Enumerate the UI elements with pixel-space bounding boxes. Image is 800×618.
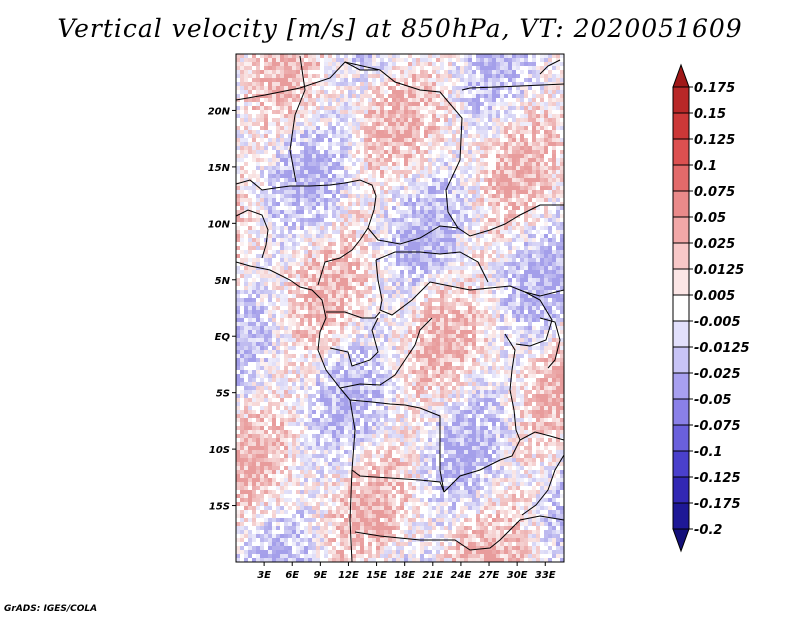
colorbar-bin bbox=[672, 86, 690, 114]
lon-tick-label: 3E bbox=[257, 570, 271, 581]
colorbar-label: 0.05 bbox=[694, 211, 726, 226]
colorbar-bin bbox=[672, 424, 690, 452]
colorbar-label: 0.075 bbox=[694, 185, 735, 200]
lon-tick-label: 27E bbox=[479, 570, 500, 581]
lon-tick-label: 33E bbox=[535, 570, 556, 581]
colorbar-bin bbox=[672, 398, 690, 426]
velocity-field bbox=[236, 54, 564, 562]
colorbar-bin bbox=[672, 216, 690, 244]
longitude-ticks: 3E 6E 9E 12E 15E 18E 21E 24E 27E 30E 33E bbox=[257, 562, 556, 581]
lat-tick-label: EQ bbox=[215, 332, 231, 343]
colorbar-bin bbox=[672, 190, 690, 218]
lat-tick-label: 5N bbox=[215, 276, 231, 287]
colorbar-label: 0.15 bbox=[694, 107, 726, 122]
colorbar-label: -0.05 bbox=[694, 393, 731, 408]
lon-tick-label: 9E bbox=[313, 570, 327, 581]
colorbar-label: 0.175 bbox=[694, 81, 735, 96]
colorbar-bin bbox=[672, 502, 690, 530]
colorbar-bin bbox=[672, 138, 690, 166]
colorbar-bin bbox=[672, 476, 690, 504]
lat-tick-label: 20N bbox=[208, 106, 231, 117]
colorbar-bin bbox=[672, 320, 690, 348]
colorbar-label: -0.1 bbox=[694, 445, 722, 460]
colorbar-bin bbox=[672, 372, 690, 400]
colorbar-bin bbox=[672, 346, 690, 374]
lon-tick-label: 15E bbox=[366, 570, 387, 581]
lon-tick-label: 12E bbox=[338, 570, 359, 581]
lon-tick-label: 30E bbox=[507, 570, 528, 581]
colorbar-bin bbox=[672, 63, 690, 88]
colorbar-label: 0.025 bbox=[694, 237, 735, 252]
colorbar-bin bbox=[672, 164, 690, 192]
colorbar-label: -0.075 bbox=[694, 419, 741, 434]
lon-tick-label: 18E bbox=[394, 570, 415, 581]
colorbar-label: 0.0125 bbox=[694, 263, 744, 278]
colorbar-label: 0.005 bbox=[694, 289, 735, 304]
colorbar-label: -0.2 bbox=[694, 523, 722, 538]
map-frame bbox=[235, 53, 565, 563]
lon-tick-label: 21E bbox=[422, 570, 443, 581]
colorbar-bin bbox=[672, 528, 690, 553]
lat-tick-label: 10S bbox=[209, 445, 230, 456]
colorbar-bin bbox=[672, 112, 690, 140]
colorbar-label: -0.005 bbox=[694, 315, 741, 330]
lon-tick-label: 24E bbox=[451, 570, 472, 581]
lon-tick-label: 6E bbox=[285, 570, 299, 581]
colorbar-bin bbox=[672, 242, 690, 270]
lat-tick-label: 10N bbox=[208, 219, 231, 230]
lat-tick-label: 15S bbox=[209, 502, 230, 513]
colorbar-label: -0.0125 bbox=[694, 341, 750, 356]
country-borders bbox=[236, 55, 564, 562]
colorbar-bin bbox=[672, 294, 690, 322]
colorbar-bin bbox=[672, 268, 690, 296]
colorbar-bin bbox=[672, 450, 690, 478]
colorbar-label: 0.1 bbox=[694, 159, 717, 174]
colorbar-label: 0.125 bbox=[694, 133, 735, 148]
latitude-ticks: 20N 15N 10N 5N EQ 5S 10S 15S bbox=[208, 106, 236, 513]
colorbar: 0.175 0.15 0.125 0.1 0.075 0.05 0.025 0.0125 0.0… bbox=[672, 63, 750, 553]
lat-tick-label: 15N bbox=[208, 163, 231, 174]
colorbar-label: -0.175 bbox=[694, 497, 741, 512]
colorbar-label: -0.025 bbox=[694, 367, 741, 382]
chart-title: Vertical velocity [m/s] at 850hPa, VT: 2… bbox=[57, 14, 743, 43]
grads-credit: GrADS: IGES/COLA bbox=[4, 604, 98, 614]
colorbar-label: -0.125 bbox=[694, 471, 741, 486]
lat-tick-label: 5S bbox=[216, 389, 230, 400]
